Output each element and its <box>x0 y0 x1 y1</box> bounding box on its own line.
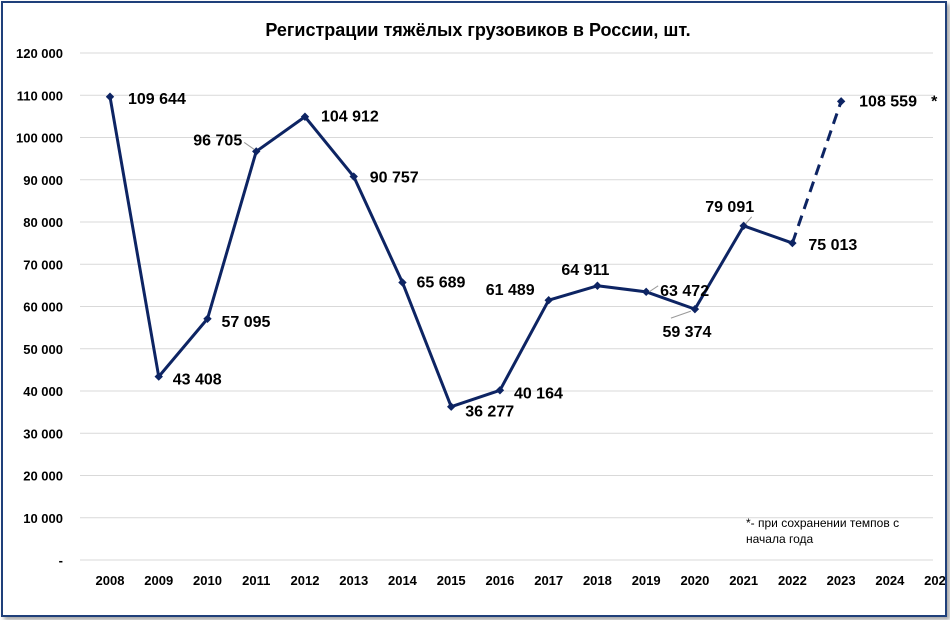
x-tick-label: 2025 <box>924 573 945 588</box>
x-tick-label: 2015 <box>437 573 466 588</box>
data-label: 104 912 <box>321 109 379 126</box>
data-label: 43 408 <box>173 372 222 389</box>
data-label: 57 095 <box>221 314 270 331</box>
y-tick-label: - <box>59 553 63 568</box>
gridlines <box>80 52 933 561</box>
y-tick-label: 110 000 <box>17 88 63 103</box>
data-label: 79 091 <box>705 199 754 216</box>
x-tick-label: 2014 <box>388 573 418 588</box>
data-point <box>300 112 310 121</box>
x-tick-label: 2009 <box>144 573 173 588</box>
data-label: 40 164 <box>514 385 563 402</box>
y-tick-label: 80 000 <box>23 215 63 230</box>
data-point <box>105 92 115 101</box>
leader-line <box>745 216 753 225</box>
y-tick-label: 30 000 <box>23 426 63 441</box>
data-labels: 109 644 43 408 57 095 96 705 104 912 90 757 65… <box>128 91 938 421</box>
x-tick-label: 2008 <box>96 573 125 588</box>
y-tick-label: 20 000 <box>23 469 63 484</box>
leader-line <box>648 285 659 293</box>
x-tick-label: 2022 <box>778 573 807 588</box>
y-tick-label: 120 000 <box>16 46 63 61</box>
data-point <box>203 314 212 323</box>
data-label: 90 757 <box>370 170 419 187</box>
x-tick-label: 2021 <box>729 573 758 588</box>
x-tick-label: 2018 <box>583 573 612 588</box>
x-axis-ticks: 2008 2009 2010 2011 2012 2013 2014 2015 2016 2017… <box>96 573 945 588</box>
y-tick-label: 90 000 <box>23 173 63 188</box>
data-point <box>154 372 163 381</box>
data-label: 65 689 <box>416 274 465 291</box>
data-label: 75 013 <box>808 237 857 254</box>
leader-line <box>243 142 255 150</box>
projection-marker: * <box>931 93 938 110</box>
x-tick-label: 2023 <box>827 573 856 588</box>
projected-line-segment <box>790 100 843 244</box>
data-point <box>495 386 505 395</box>
x-tick-label: 2012 <box>291 573 320 588</box>
y-tick-label: 10 000 <box>23 511 63 526</box>
data-point <box>349 172 358 181</box>
x-tick-label: 2024 <box>875 573 905 588</box>
x-tick-label: 2016 <box>485 573 514 588</box>
leader-line <box>670 310 692 319</box>
data-label: 64 911 <box>561 262 609 279</box>
y-tick-label: 70 000 <box>23 257 63 272</box>
x-tick-label: 2010 <box>193 573 222 588</box>
y-tick-label: 50 000 <box>23 342 63 357</box>
data-point <box>641 287 651 297</box>
line-chart: Регистрации тяжёлых грузовиков в России,… <box>16 20 945 588</box>
data-point <box>836 97 846 106</box>
x-tick-label: 2020 <box>680 573 709 588</box>
data-point <box>690 304 700 314</box>
x-tick-label: 2011 <box>242 573 270 588</box>
series-registrations <box>105 92 846 411</box>
data-label: 63 472 <box>660 283 709 300</box>
data-label: 36 277 <box>465 404 514 421</box>
data-label: 61 489 <box>486 282 535 299</box>
data-point <box>544 296 553 305</box>
data-point <box>398 278 407 287</box>
data-label: 96 705 <box>193 132 242 149</box>
x-tick-label: 2013 <box>339 573 368 588</box>
data-point <box>788 238 797 248</box>
footnote-line-1: *- при сохранении темпов с <box>746 516 899 530</box>
y-tick-label: 100 000 <box>16 131 63 146</box>
y-tick-label: 60 000 <box>23 300 63 315</box>
data-point <box>593 281 602 290</box>
footnote-line-2: начала года <box>746 532 813 546</box>
data-label: 59 374 <box>662 324 711 341</box>
x-tick-label: 2019 <box>632 573 661 588</box>
y-tick-label: 40 000 <box>23 384 63 399</box>
x-tick-label: 2017 <box>534 573 563 588</box>
data-label: 109 644 <box>128 91 186 108</box>
y-axis-ticks: - 10 000 20 000 30 000 40 000 50 000 60 000 70 … <box>16 46 63 568</box>
data-point <box>447 402 456 411</box>
chart-title: Регистрации тяжёлых грузовиков в России,… <box>265 20 690 40</box>
data-label: 108 559 <box>859 93 917 110</box>
